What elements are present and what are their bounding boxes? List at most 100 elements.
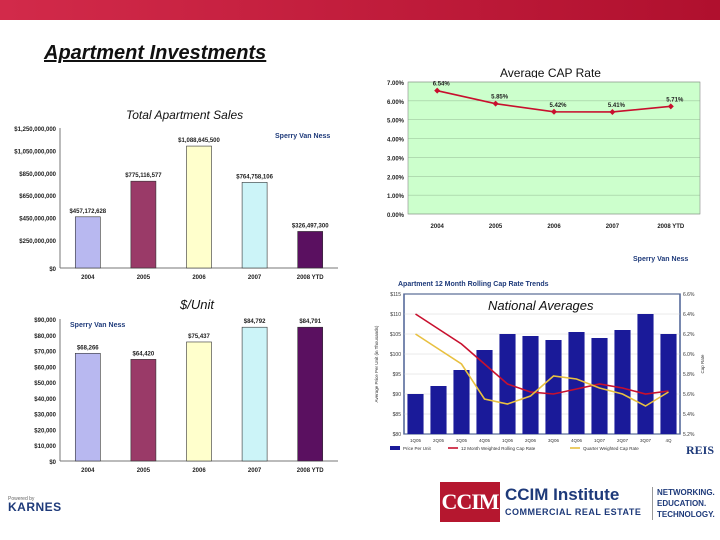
unit-x-tick-label: 2006 (192, 468, 206, 474)
sales-y-tick-label: $450,000,000 (19, 217, 56, 223)
trend-bar (614, 330, 631, 434)
cap-y-tick-label: 7.00% (387, 81, 405, 87)
cap-point (492, 100, 499, 107)
cap-data-label: 6.54% (433, 82, 451, 88)
trend-x-tick-label: 2Q05 (433, 438, 445, 443)
unit-data-label: $68,266 (77, 345, 99, 351)
sales-bar (74, 216, 101, 269)
unit-bar (297, 326, 324, 462)
sales-data-label: $764,758,106 (236, 174, 273, 180)
trend-y-tick-label: $105 (390, 332, 401, 338)
sales-x-tick-label: 2007 (248, 275, 262, 281)
sperry-logo-1: Sperry Van Ness (275, 133, 331, 140)
trend-bar (568, 332, 585, 434)
trend-bar (637, 314, 654, 434)
cap-point (551, 108, 557, 115)
unit-y-tick-label: $90,000 (34, 318, 56, 324)
unit-y-tick-label: $80,000 (34, 334, 56, 340)
ccim-tag-1: NETWORKING. (657, 488, 715, 497)
trend-x-tick-label: 2Q07 (617, 438, 629, 443)
trend-y-tick-label: $95 (393, 372, 402, 378)
trend-x-tick-label: 3Q07 (640, 438, 652, 443)
sales-data-label: $1,088,645,500 (178, 138, 220, 144)
trend-legend-label: Quarter Weighted Cap Rate (583, 446, 639, 451)
trend-y-tick-label: $85 (393, 412, 402, 418)
cap-y-tick-label: 5.00% (387, 119, 405, 125)
sales-y-tick-label: $650,000,000 (19, 194, 56, 200)
unit-bar (130, 359, 157, 462)
unit-y-tick-label: $60,000 (34, 365, 56, 371)
trend-y2-tick-label: 5.8% (683, 372, 695, 378)
sales-bar (241, 182, 268, 269)
sales-x-tick-label: 2004 (81, 275, 95, 281)
karnes-logo: KARNES (8, 500, 62, 514)
trend-y2-tick-label: 6.4% (683, 312, 695, 318)
unit-bar (186, 341, 212, 462)
cap-rate-chart-title: Average CAP Rate (500, 66, 601, 80)
cap-x-tick-label: 2004 (431, 224, 445, 230)
unit-bar (74, 352, 101, 462)
sales-x-tick-label: 2005 (137, 275, 151, 281)
trend-bar (476, 350, 493, 434)
cap-data-label: 5.42% (549, 103, 567, 109)
rolling-trends-chart: Apartment 12 Month Rolling Cap Rate Tren… (374, 281, 705, 451)
sales-data-label: $775,116,577 (125, 173, 162, 179)
reis-logo: REIS (686, 443, 715, 457)
trend-bar (453, 370, 470, 434)
unit-data-label: $84,791 (299, 319, 321, 325)
trend-y-tick-label: $110 (390, 312, 401, 318)
trend-x-tick-label: 2Q06 (525, 438, 537, 443)
trend-x-tick-label: 1Q05 (410, 438, 422, 443)
karnes-powered-label: Powered by (8, 496, 35, 502)
sales-y-tick-label: $1,250,000,000 (14, 127, 56, 133)
cap-y-tick-label: 3.00% (387, 156, 405, 162)
price-per-unit-chart-panel: $0 $10,000 $20,000 $30,000 $40,000 $50,000 $60… (8, 305, 340, 485)
cap-y-tick-label: 2.00% (387, 175, 405, 181)
unit-y-tick-label: $0 (49, 460, 56, 466)
unit-y-tick-label: $10,000 (34, 444, 56, 450)
sales-data-label: $326,497,300 (292, 223, 329, 229)
trend-bar (545, 340, 562, 434)
unit-x-tick-label: 2008 YTD (297, 468, 325, 474)
sales-x-tick-label: 2008 YTD (297, 275, 325, 281)
trend-x-tick-label: 4Q (665, 438, 672, 443)
sales-y-tick-label: $250,000,000 (19, 239, 56, 245)
cap-x-tick-label: 2007 (606, 224, 620, 230)
trend-y-tick-label: $80 (393, 432, 402, 438)
cap-rate-chart: 0.00% 1.00% 2.00% 3.00% 4.00% 5.00% 6.00% 7.00%… (387, 81, 701, 230)
trend-legend-label: 12 Month Weighted Rolling Cap Rate (461, 446, 536, 451)
ccim-tag-3: TECHNOLOGY. (657, 510, 715, 519)
cap-y-tick-label: 1.00% (387, 194, 405, 200)
unit-data-label: $64,420 (133, 351, 155, 357)
cap-x-tick-label: 2006 (547, 224, 561, 230)
sales-y-tick-label: $850,000,000 (19, 172, 56, 178)
unit-y-tick-label: $30,000 (34, 413, 56, 419)
trend-y-tick-label: $115 (390, 292, 401, 298)
trend-y2-tick-label: 5.6% (683, 392, 695, 398)
unit-x-tick-label: 2007 (248, 468, 262, 474)
trend-y2-tick-label: 5.4% (683, 412, 695, 418)
sales-x-tick-label: 2006 (192, 275, 206, 281)
trend-y-tick-label: $90 (393, 392, 402, 398)
trend-x-tick-label: 3Q06 (548, 438, 560, 443)
ccim-institute-name: CCIM Institute (505, 485, 620, 504)
unit-y-tick-label: $20,000 (34, 428, 56, 434)
unit-x-tick-label: 2004 (81, 468, 95, 474)
cap-data-label: 5.85% (491, 95, 509, 101)
sales-bar (186, 145, 212, 269)
unit-data-label: $75,437 (188, 334, 210, 340)
cap-point (609, 108, 616, 115)
cap-point (667, 103, 674, 110)
trend-y2-tick-label: 6.2% (683, 332, 695, 338)
trend-legend-label: Price Per Unit (403, 446, 432, 451)
sales-y-tick-label: $0 (49, 267, 56, 273)
trend-line-quarter (415, 333, 669, 407)
trend-x-tick-label: 4Q06 (571, 438, 583, 443)
cap-y-tick-label: 4.00% (387, 138, 405, 144)
cap-plot-area (407, 81, 701, 215)
unit-y-tick-label: $40,000 (34, 397, 56, 403)
trend-title: Apartment 12 Month Rolling Cap Rate Tren… (398, 281, 549, 288)
unit-x-tick-label: 2005 (137, 468, 151, 474)
price-per-unit-chart-title: $/Unit (180, 297, 214, 312)
cap-y-tick-label: 0.00% (387, 213, 405, 219)
